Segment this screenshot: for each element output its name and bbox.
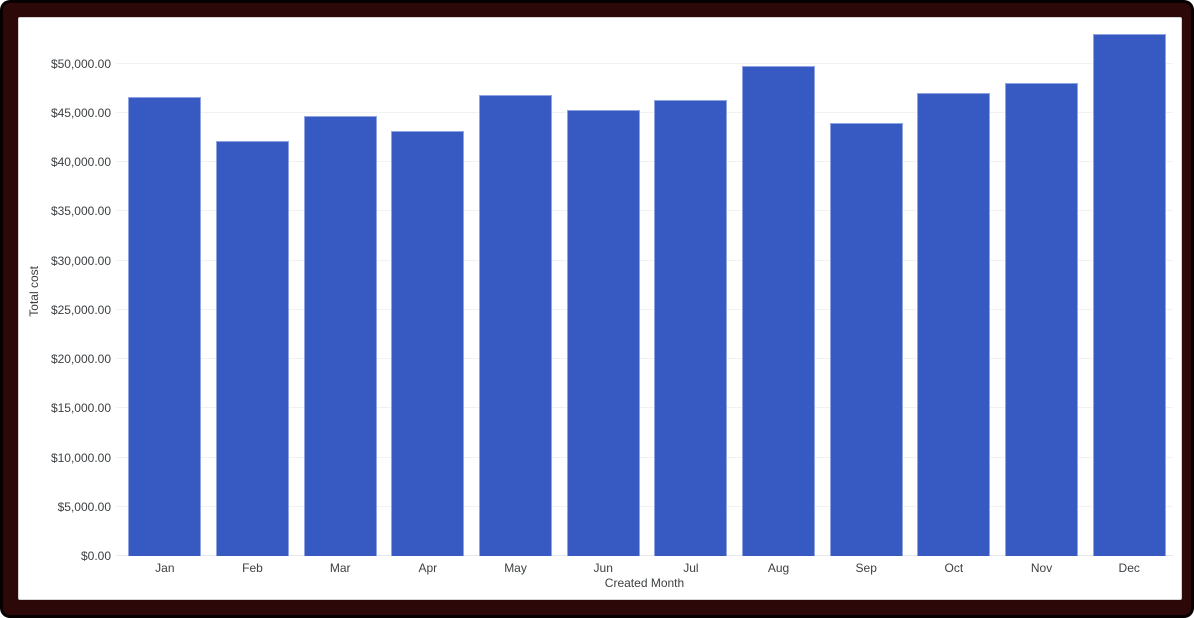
x-tick-label: Jul — [683, 561, 699, 575]
y-tick-label: $50,000.00 — [50, 56, 111, 71]
x-axis-title: Created Month — [604, 576, 685, 590]
x-tick-label: May — [504, 561, 527, 575]
bar-slot — [1085, 26, 1173, 556]
x-tick-label: Jun — [593, 561, 613, 575]
bar-feb[interactable] — [216, 141, 289, 556]
gridline — [116, 308, 1173, 310]
x-tick-label: Apr — [418, 561, 438, 575]
bar-nov[interactable] — [1005, 82, 1079, 556]
gridline — [116, 111, 1173, 113]
bar-jan[interactable] — [128, 97, 202, 556]
bar-slot — [209, 26, 297, 556]
gridlines-layer — [116, 26, 1173, 556]
x-axis-tick-labels: Jan Feb Mar Apr May Jun Jul Aug Sep Oct Nov Dec — [116, 560, 1173, 576]
bar-slot — [472, 26, 560, 556]
y-tick-label: $45,000.00 — [50, 105, 111, 120]
bars-layer — [116, 26, 1173, 556]
gridline — [116, 456, 1173, 458]
x-tick-label: Nov — [1030, 561, 1053, 575]
bar-slot — [121, 26, 209, 556]
bar-slot — [735, 26, 823, 556]
bar-slot — [559, 26, 647, 556]
bar-sep[interactable] — [829, 122, 903, 556]
x-tick-label: Mar — [329, 561, 351, 575]
zero-gridline — [116, 555, 1173, 556]
bar-jun[interactable] — [566, 109, 640, 556]
y-tick-label: $40,000.00 — [50, 155, 111, 169]
bar-oct[interactable] — [917, 93, 991, 556]
gridline — [116, 407, 1173, 409]
chart-panel: Total cost $0.00 $5,000.00 $10,000.00 $15,0… — [18, 17, 1182, 600]
gridline — [116, 210, 1173, 212]
x-tick-label: Sep — [855, 561, 877, 575]
x-tick-label: Oct — [944, 561, 964, 575]
y-tick-label: $35,000.00 — [50, 204, 111, 219]
gridline — [116, 259, 1173, 261]
bar-apr[interactable] — [391, 131, 465, 556]
bar-slot — [384, 26, 472, 556]
bar-slot — [998, 26, 1086, 556]
window-frame-inner-border: Total cost $0.00 $5,000.00 $10,000.00 $15,0… — [3, 3, 1191, 615]
bar-slot — [647, 26, 735, 556]
gridline — [116, 505, 1173, 507]
y-axis-tick-labels: $0.00 $5,000.00 $10,000.00 $15,000.00 $20,00… — [21, 26, 111, 564]
gridline — [116, 161, 1173, 162]
y-tick-label: $10,000.00 — [50, 450, 111, 465]
x-tick-label: Jan — [155, 561, 175, 575]
y-tick-label: $25,000.00 — [50, 302, 111, 317]
bar-may[interactable] — [479, 95, 553, 556]
y-tick-label: $5,000.00 — [57, 499, 111, 514]
bar-aug[interactable] — [742, 65, 816, 556]
bar-dec[interactable] — [1092, 34, 1166, 556]
gridline — [116, 62, 1173, 64]
bar-slot — [910, 26, 998, 556]
bar-slot — [822, 26, 910, 556]
x-tick-label: Feb — [242, 561, 263, 575]
y-tick-label: $0.00 — [80, 549, 111, 563]
gridline — [116, 358, 1173, 359]
y-tick-label: $15,000.00 — [50, 401, 111, 416]
x-tick-label: Dec — [1118, 561, 1140, 575]
bar-mar[interactable] — [303, 115, 377, 556]
bar-slot — [296, 26, 384, 556]
y-tick-label: $30,000.00 — [50, 253, 111, 268]
bar-jul[interactable] — [654, 99, 728, 556]
plot-area — [116, 26, 1173, 556]
x-tick-label: Aug — [767, 561, 790, 575]
y-tick-label: $20,000.00 — [50, 352, 111, 366]
